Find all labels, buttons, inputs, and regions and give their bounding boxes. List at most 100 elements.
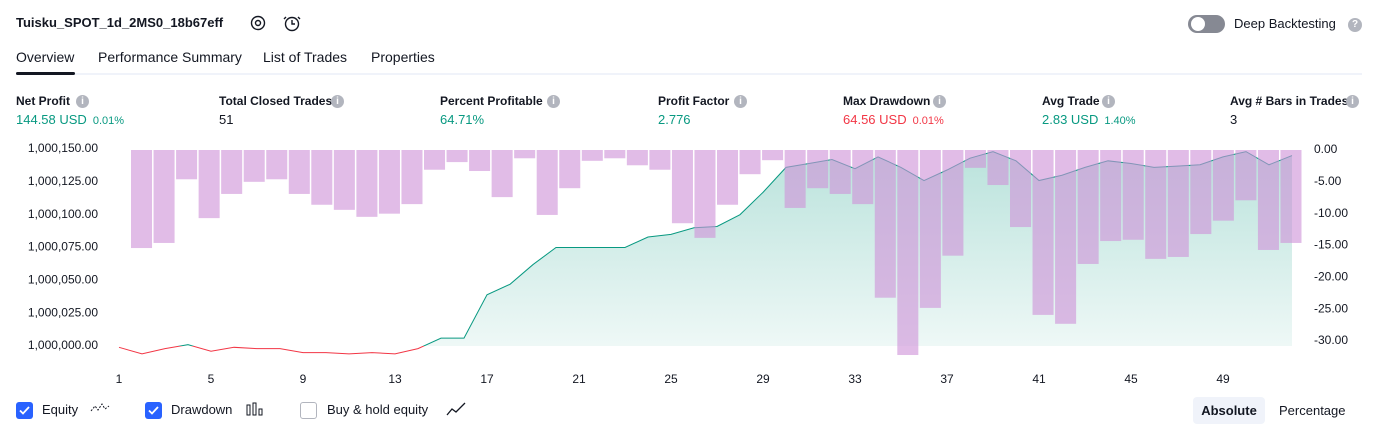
drawdown-bar — [694, 150, 716, 238]
metric-value: 3 — [1230, 112, 1237, 127]
metric-amount: 144.58 USD — [16, 112, 87, 127]
alert-icon[interactable] — [284, 16, 300, 32]
drawdown-bar — [424, 150, 446, 170]
drawdown-bar — [446, 150, 468, 163]
info-icon[interactable]: i — [1102, 95, 1115, 108]
help-icon[interactable]: ? — [1348, 18, 1362, 32]
toggle[interactable] — [1187, 13, 1227, 35]
check — [19, 406, 30, 415]
info-icon[interactable]: i — [734, 95, 747, 108]
drawdown-bar — [1145, 150, 1167, 259]
drawdown-bar — [131, 150, 153, 249]
metric-amount: 51 — [219, 112, 234, 127]
button-active[interactable]: Absolute — [1193, 397, 1265, 424]
drawdown-bar — [829, 150, 851, 194]
drawdown-bar — [469, 150, 491, 172]
drawdown-bar — [717, 150, 739, 205]
drawdown-bar — [604, 150, 626, 159]
legend-checkbox[interactable] — [145, 402, 162, 419]
legend-glyph — [446, 402, 466, 416]
y-tick-label: 1,000,050.00 — [28, 273, 98, 287]
x-tick-label: 37 — [940, 372, 954, 386]
drawdown-bar — [1055, 150, 1077, 324]
x-tick-label: 9 — [300, 372, 307, 386]
y-tick-label: 1,000,000.00 — [28, 338, 98, 352]
info-icon[interactable]: i — [331, 95, 344, 108]
drawdown-bar — [1190, 150, 1212, 235]
button[interactable]: Percentage — [1279, 403, 1346, 418]
info-icon[interactable]: i — [76, 95, 89, 108]
metric-label: Avg Trade — [1042, 94, 1100, 108]
drawdown-bar — [514, 150, 536, 159]
y2-tick-label: -5.00 — [1314, 174, 1342, 188]
drawdown-bar — [536, 150, 558, 215]
drawdown-bar — [1100, 150, 1122, 242]
metric-value: 51 — [219, 112, 233, 127]
y2-tick-label: -15.00 — [1314, 238, 1348, 252]
y2-tick-label: 0.00 — [1314, 142, 1338, 156]
drawdown-bar — [762, 150, 784, 161]
tab[interactable]: Performance Summary — [98, 49, 242, 65]
drawdown-bar — [153, 150, 175, 243]
check — [148, 406, 159, 415]
metric-percent: 1.40% — [1104, 115, 1136, 127]
drawdown-bar — [852, 150, 874, 205]
x-tick-label: 41 — [1032, 372, 1046, 386]
tab[interactable]: Overview — [16, 49, 75, 65]
metric-value: 64.56 USD 0.01% — [843, 112, 944, 127]
strategy-title: Tuisku_SPOT_1d_2MS0_18b67eff — [16, 15, 224, 30]
drawdown-bar — [919, 150, 941, 308]
metric-percent: 0.01% — [912, 115, 944, 127]
info-icon[interactable]: i — [933, 95, 946, 108]
drawdown-bar — [897, 150, 919, 356]
metric-amount: 2.83 USD — [1042, 112, 1099, 127]
drawdown-bar — [266, 150, 288, 180]
metric-label: Total Closed Trades — [219, 94, 333, 108]
x-tick-label: 49 — [1216, 372, 1230, 386]
drawdown-bar — [964, 150, 986, 168]
drawdown-bar — [243, 150, 265, 182]
info-icon[interactable]: i — [547, 95, 560, 108]
metric-value: 2.776 — [658, 112, 691, 127]
x-tick-label: 17 — [480, 372, 494, 386]
legend-glyph — [90, 403, 110, 412]
x-tick-label: 13 — [388, 372, 402, 386]
drawdown-bar — [1122, 150, 1144, 240]
tab[interactable]: List of Trades — [263, 49, 348, 65]
y-tick-label: 1,000,125.00 — [28, 174, 98, 188]
tab[interactable]: Properties — [371, 49, 435, 65]
y2-tick-label: -30.00 — [1314, 333, 1348, 347]
drawdown-bar — [1167, 150, 1189, 257]
legend-checkbox[interactable] — [16, 402, 33, 419]
legend-checkbox[interactable] — [300, 402, 317, 419]
drawdown-bar — [1280, 150, 1302, 243]
settings-icon[interactable] — [250, 15, 266, 31]
drawdown-bar — [1235, 150, 1257, 201]
legend-icon — [90, 401, 112, 424]
drawdown-bar — [649, 150, 671, 170]
drawdown-bar — [356, 150, 378, 217]
header-icons — [250, 15, 301, 32]
metric-label: Profit Factor — [658, 94, 730, 108]
legend-glyph — [246, 402, 263, 416]
drawdown-bar — [221, 150, 243, 194]
x-tick-label: 33 — [848, 372, 862, 386]
drawdown-bar — [581, 150, 603, 161]
metric-amount: 64.71% — [440, 112, 485, 127]
y2-tick-label: -10.00 — [1314, 206, 1348, 220]
y-tick-label: 1,000,025.00 — [28, 305, 98, 319]
info-icon[interactable]: i — [1346, 95, 1359, 108]
metric-percent: 0.01% — [92, 115, 125, 127]
y-tick-label: 1,000,100.00 — [28, 207, 98, 221]
metric-label: Percent Profitable — [440, 94, 543, 108]
x-tick-label: 21 — [572, 372, 586, 386]
drawdown-bar — [1257, 150, 1279, 250]
legend-label: Drawdown — [171, 402, 233, 417]
drawdown-bar — [1077, 150, 1099, 264]
drawdown-bar — [559, 150, 581, 189]
legend-icon — [245, 401, 267, 424]
drawdown-bar — [1212, 150, 1234, 221]
drawdown-bar — [288, 150, 310, 194]
